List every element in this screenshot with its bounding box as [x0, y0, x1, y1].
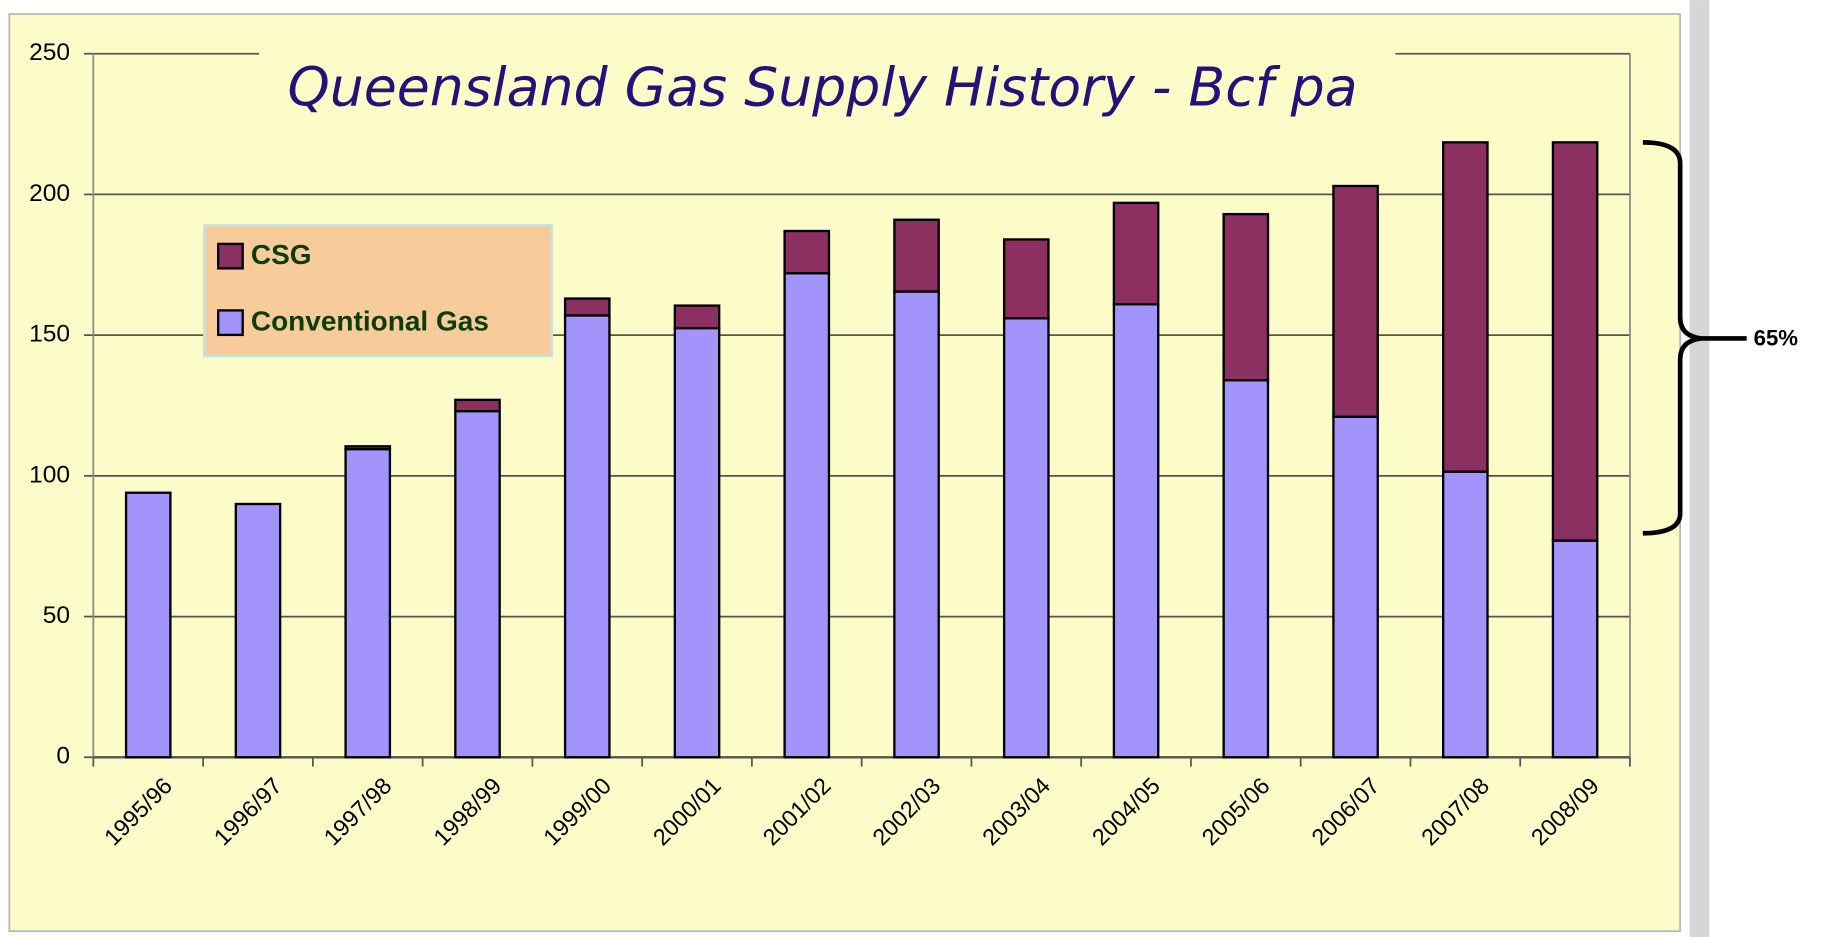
- bar-segment: [783, 229, 831, 275]
- legend-label: Conventional Gas: [251, 306, 489, 337]
- bar-segment: [1551, 141, 1599, 542]
- bar-segment: [1002, 317, 1050, 759]
- bar-segment: [1442, 141, 1489, 473]
- legend: CSG Conventional Gas: [203, 224, 554, 358]
- annotation: 65%: [1754, 325, 1799, 350]
- chart-frame: [8, 13, 1682, 933]
- legend-swatch: [217, 242, 244, 270]
- bar-segment: [1332, 415, 1379, 759]
- bar-segment: [1222, 212, 1270, 382]
- y-tick-label: 0: [56, 743, 70, 770]
- bar-segment: [344, 447, 392, 759]
- legend-box: [203, 224, 554, 358]
- bar-segment: [1442, 470, 1489, 759]
- bar-segment: [783, 272, 831, 759]
- bar-segment: [124, 491, 172, 759]
- bar-segment: [454, 398, 501, 413]
- bar-segment: [893, 218, 940, 293]
- bar-segment: [1222, 378, 1270, 759]
- y-tick-label: 50: [43, 602, 70, 629]
- bars: [124, 141, 1599, 759]
- bar-segment: [344, 445, 392, 451]
- bar-segment: [1112, 201, 1160, 306]
- bar-segment: [673, 326, 721, 759]
- bar-segment: [1112, 303, 1160, 759]
- bar-segment: [454, 409, 501, 759]
- legend-label: CSG: [251, 239, 312, 270]
- y-tick-label: 150: [29, 321, 70, 348]
- bar-segment: [563, 297, 611, 317]
- legend-swatch: [217, 309, 244, 337]
- bar-segment: [1551, 539, 1599, 759]
- title-backdrop: [259, 35, 1396, 127]
- chart-title: Queensland Gas Supply History - Bcf pa: [288, 56, 1358, 119]
- bar-segment: [234, 502, 282, 759]
- bar-segment: [893, 290, 940, 759]
- bar-segment: [563, 314, 611, 759]
- bar-segment: [673, 304, 721, 330]
- y-tick-label: 100: [29, 461, 70, 488]
- y-tick-label: 250: [29, 39, 70, 66]
- bar-segment: [1002, 238, 1050, 320]
- bar-segment: [1332, 184, 1379, 418]
- y-tick-label: 200: [29, 180, 70, 207]
- side-strip: [1689, 0, 1710, 937]
